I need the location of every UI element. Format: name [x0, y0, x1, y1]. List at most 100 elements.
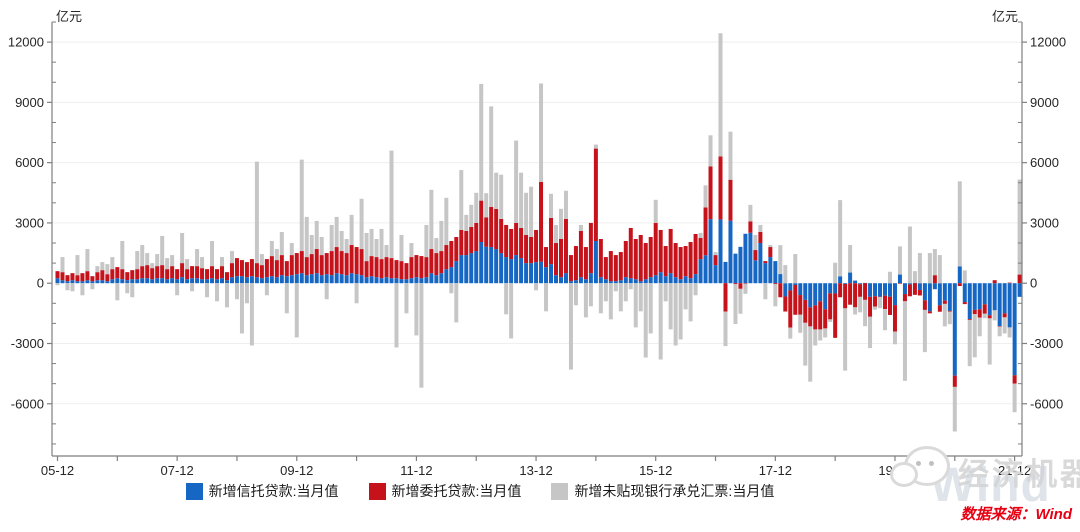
bar-segment-1-2007-08 — [155, 266, 160, 279]
bar-segment-0-2010-04 — [314, 273, 319, 284]
y-tick-label-right: -3000 — [1030, 336, 1063, 351]
bar-segment-0-2009-11 — [289, 275, 294, 284]
bar-segment-1-2010-12 — [354, 247, 359, 275]
bar-segment-1-2008-02 — [185, 269, 190, 280]
bar-segment-1-2012-05 — [439, 251, 444, 274]
bar-segment-0-2009-03 — [249, 276, 254, 284]
bar-segment-2-2008-06 — [205, 283, 210, 298]
bar-segment-0-2007-05 — [140, 278, 145, 284]
bar-segment-0-2007-10 — [165, 279, 170, 284]
bar-segment-0-2007-07 — [150, 279, 155, 284]
bar-segment-2-2010-02 — [304, 216, 309, 258]
bar-segment-0-2019-09 — [878, 283, 883, 297]
bar-segment-0-2006-07 — [90, 281, 95, 284]
bar-segment-0-2021-10 — [1002, 283, 1007, 314]
bar-segment-2-2011-12 — [414, 283, 419, 336]
bar-segment-2-2005-12 — [55, 283, 60, 286]
bar-segment-0-2009-12 — [294, 274, 299, 284]
bar-segment-2-2020-05 — [917, 253, 922, 284]
bar-segment-2-2014-10 — [583, 283, 588, 318]
bar-segment-0-2007-03 — [130, 279, 135, 284]
bar-segment-0-2020-01 — [897, 274, 902, 284]
x-tick-label: 15-12 — [639, 463, 672, 478]
bar-segment-0-2017-02 — [723, 261, 728, 284]
bar-segment-1-2011-02 — [364, 261, 369, 278]
bar-segment-0-2016-11 — [708, 219, 713, 284]
bar-segment-1-2019-07 — [868, 296, 873, 317]
bar-segment-0-2009-04 — [254, 277, 259, 284]
bar-segment-1-2006-01 — [60, 272, 65, 281]
bar-segment-2-2006-04 — [75, 255, 80, 276]
bar-segment-2-2021-10 — [1002, 317, 1007, 334]
bar-segment-0-2020-11 — [947, 283, 952, 311]
bar-segment-2-2006-07 — [90, 283, 95, 290]
bar-segment-2-2021-05 — [977, 317, 982, 337]
bar-segment-2-2016-12 — [713, 252, 718, 256]
bar-segment-0-2006-10 — [105, 281, 110, 284]
bar-segment-1-2016-04 — [673, 243, 678, 278]
bar-segment-1-2014-10 — [583, 247, 588, 280]
bar-segment-2-2020-10 — [942, 303, 947, 327]
bar-segment-1-2010-05 — [319, 255, 324, 276]
bar-segment-1-2006-06 — [85, 271, 90, 281]
bar-segment-2-2021-07 — [987, 318, 992, 365]
bar-segment-2-2022-01 — [1017, 179, 1022, 275]
bar-segment-0-2011-06 — [384, 277, 389, 284]
bar-segment-2-2013-05 — [499, 174, 504, 219]
bar-segment-2-2016-03 — [668, 283, 673, 330]
bar-segment-0-2015-03 — [608, 281, 613, 284]
bar-segment-1-2021-04 — [972, 309, 977, 315]
bar-segment-1-2010-02 — [304, 257, 309, 276]
bar-segment-0-2007-11 — [170, 278, 175, 284]
bar-segment-0-2016-01 — [658, 272, 663, 284]
bar-segment-0-2014-12 — [593, 241, 598, 284]
bar-segment-1-2019-09 — [878, 296, 883, 298]
bar-segment-0-2011-03 — [369, 276, 374, 284]
bar-segment-0-2010-12 — [354, 274, 359, 284]
bar-segment-2-2015-06 — [623, 283, 628, 302]
bar-segment-2-2012-11 — [469, 204, 474, 227]
bar-segment-1-2017-09 — [758, 231, 763, 244]
bar-segment-2-2006-02 — [65, 283, 70, 291]
bar-segment-0-2015-07 — [628, 278, 633, 284]
bar-segment-0-2009-02 — [244, 277, 249, 284]
bar-segment-2-2021-06 — [982, 313, 987, 319]
bar-segment-0-2016-03 — [668, 273, 673, 284]
bar-segment-2-2009-05 — [259, 254, 264, 266]
bar-segment-1-2009-01 — [239, 260, 244, 277]
bar-segment-0-2010-09 — [339, 274, 344, 284]
bar-segment-1-2016-08 — [693, 233, 698, 275]
bar-segment-0-2015-09 — [638, 281, 643, 284]
bar-segment-0-2020-07 — [927, 283, 932, 312]
y-tick-label-left: 0 — [37, 276, 44, 291]
legend-item-ba: 新增未贴现银行承兑汇票:当月值 — [551, 481, 774, 501]
bar-segment-0-2008-04 — [195, 278, 200, 284]
bar-segment-0-2011-09 — [399, 279, 404, 284]
bar-segment-2-2012-12 — [474, 192, 479, 223]
bar-segment-1-2017-11 — [768, 247, 773, 258]
bar-segment-0-2019-08 — [873, 283, 878, 297]
bar-segment-1-2012-02 — [424, 257, 429, 278]
bar-segment-1-2011-05 — [379, 259, 384, 279]
bar-segment-0-2011-12 — [414, 277, 419, 284]
bar-segment-2-2021-09 — [997, 326, 1002, 337]
bar-segment-0-2012-07 — [449, 267, 454, 284]
bar-segment-2-2013-11 — [529, 186, 534, 237]
bar-segment-1-2006-02 — [65, 275, 70, 282]
bar-segment-2-2021-11 — [1007, 327, 1012, 338]
bar-segment-2-2012-01 — [419, 283, 424, 388]
bar-segment-1-2019-02 — [843, 284, 848, 309]
bar-segment-2-2016-09 — [698, 232, 703, 238]
bar-segment-2-2017-05 — [738, 288, 743, 314]
bar-segment-0-2009-05 — [259, 278, 264, 284]
bar-segment-2-2014-04 — [554, 224, 558, 244]
bar-segment-2-2011-02 — [364, 232, 369, 262]
bar-segment-1-2010-10 — [344, 253, 349, 276]
bar-segment-0-2007-04 — [135, 279, 140, 284]
bar-segment-0-2006-08 — [95, 280, 100, 284]
bar-segment-1-2009-07 — [269, 256, 274, 277]
bar-segment-2-2012-09 — [459, 170, 464, 230]
bar-segment-2-2009-03 — [249, 283, 254, 346]
bar-segment-1-2013-10 — [524, 234, 529, 264]
